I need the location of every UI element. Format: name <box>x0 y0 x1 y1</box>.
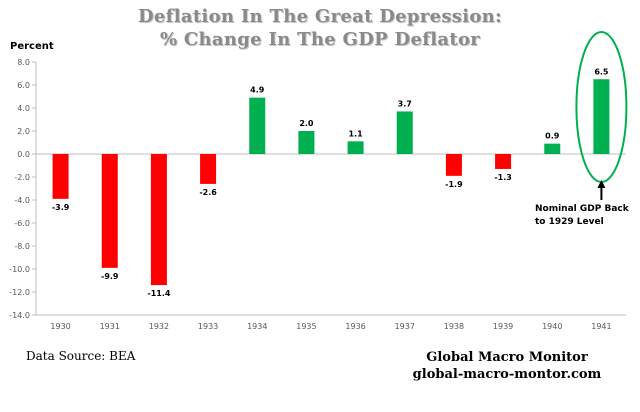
x-tick-label: 1940 <box>542 322 562 331</box>
x-tick-label: 1936 <box>345 322 365 331</box>
data-label-1937: 3.7 <box>398 99 412 108</box>
y-tick-label: 0.0 <box>17 150 30 159</box>
x-tick-label: 1930 <box>50 322 70 331</box>
data-source: Data Source: BEA <box>26 349 136 363</box>
bar-1937 <box>396 111 413 154</box>
bar-1936 <box>347 141 364 154</box>
annotation-line1: Nominal GDP Back <box>535 204 629 214</box>
x-tick-label: 1932 <box>149 322 169 331</box>
bar-1931 <box>101 154 118 268</box>
y-tick-label: -4.0 <box>14 196 30 205</box>
y-tick-label: 2.0 <box>17 127 30 136</box>
data-label-1931: -9.9 <box>101 272 119 281</box>
x-tick-label: 1937 <box>395 322 415 331</box>
x-tick-label: 1934 <box>247 322 267 331</box>
data-label-1939: -1.3 <box>494 173 512 182</box>
bar-1940 <box>544 143 561 154</box>
data-label-1932: -11.4 <box>147 289 170 298</box>
data-label-1934: 4.9 <box>250 86 265 95</box>
data-label-1940: 0.9 <box>545 132 560 141</box>
bar-1932 <box>150 154 167 286</box>
bar-1935 <box>298 131 315 154</box>
y-tick-label: -8.0 <box>14 242 30 251</box>
annotation-note: Nominal GDP Back to 1929 Level <box>535 203 640 229</box>
y-tick-label: -14.0 <box>9 311 30 320</box>
brand-name: Global Macro Monitor <box>426 350 588 365</box>
y-tick-label: -10.0 <box>9 265 30 274</box>
y-tick-label: -12.0 <box>9 288 30 297</box>
x-tick-label: 1935 <box>296 322 316 331</box>
y-tick-label: 4.0 <box>17 104 30 113</box>
data-label-1941: 6.5 <box>594 67 609 76</box>
chart-title-line1: Deflation In The Great Depression: <box>138 6 502 27</box>
y-tick-label: -6.0 <box>14 219 30 228</box>
bar-1941 <box>593 79 610 154</box>
x-tick-label: 1939 <box>493 322 513 331</box>
bar-1939 <box>495 154 512 169</box>
brand-url: global-macro-montor.com <box>412 367 602 382</box>
bar-1933 <box>200 154 217 184</box>
annotation-arrow-head <box>597 180 606 188</box>
annotation-line2: to 1929 Level <box>535 217 604 227</box>
y-axis-label: Percent <box>10 41 54 52</box>
data-label-1936: 1.1 <box>348 129 363 138</box>
data-label-1930: -3.9 <box>52 203 70 212</box>
y-tick-label: -2.0 <box>14 173 30 182</box>
data-label-1938: -1.9 <box>445 180 463 189</box>
y-tick-label: 6.0 <box>17 81 30 90</box>
data-label-1933: -2.6 <box>199 188 217 197</box>
bar-1934 <box>249 97 266 154</box>
data-label-1935: 2.0 <box>299 119 314 128</box>
chart-title-line2: % Change In The GDP Deflator <box>159 29 481 50</box>
x-tick-label: 1933 <box>198 322 218 331</box>
bar-1938 <box>445 154 462 176</box>
x-tick-label: 1938 <box>444 322 464 331</box>
x-tick-label: 1931 <box>100 322 120 331</box>
x-tick-label: 1941 <box>591 322 611 331</box>
bar-1930 <box>52 154 69 199</box>
y-tick-label: 8.0 <box>17 58 30 67</box>
